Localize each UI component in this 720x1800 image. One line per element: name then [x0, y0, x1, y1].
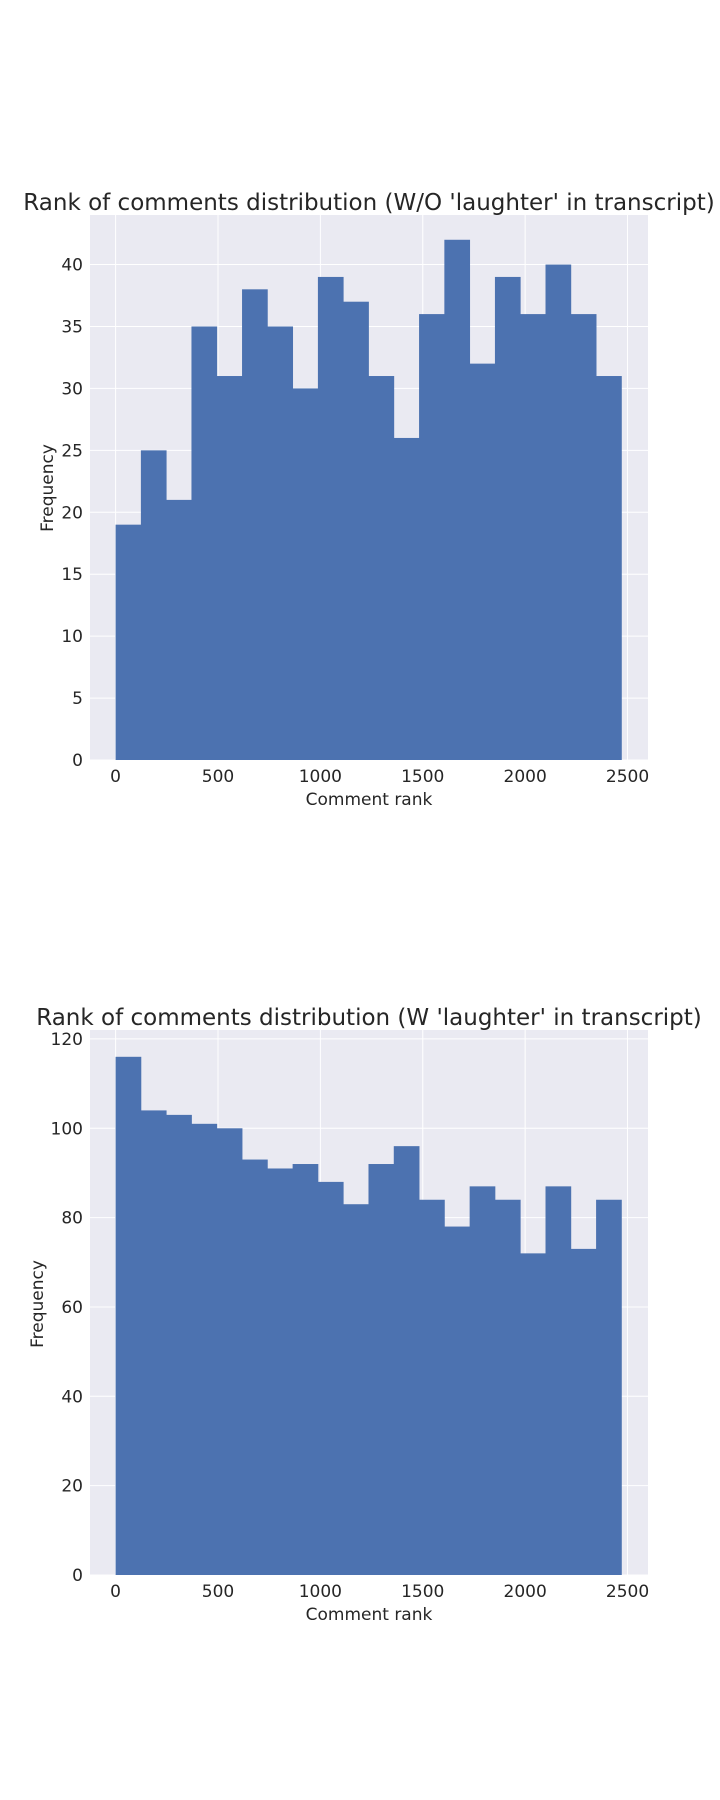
histogram-bar	[444, 239, 471, 761]
histogram-bar	[393, 1146, 420, 1575]
histogram-bar	[267, 1168, 294, 1575]
histogram-bar	[140, 450, 167, 760]
y-tick-label: 5	[72, 689, 83, 709]
x-tick-labels: 0 500 1000 1500 2000 2500	[110, 1582, 649, 1602]
histogram-bar	[494, 1199, 521, 1575]
histogram-bar	[368, 1164, 395, 1575]
histogram-bar	[368, 376, 395, 760]
y-tick-label: 10	[61, 627, 83, 647]
x-tick-label: 0	[110, 767, 121, 787]
histogram-bar	[242, 289, 268, 760]
y-tick-label: 20	[61, 503, 83, 523]
y-tick-labels: 0 20 40 60 80 100 120	[51, 1030, 83, 1586]
x-tick-label: 1000	[299, 767, 342, 787]
x-tick-label: 2000	[504, 767, 547, 787]
histogram-bar	[545, 264, 572, 760]
y-tick-label: 35	[61, 317, 83, 337]
histogram-bar	[317, 1181, 344, 1575]
x-axis-label: Comment rank	[306, 1605, 433, 1625]
y-tick-label: 40	[61, 256, 83, 276]
histogram-bar	[545, 1186, 572, 1575]
y-tick-label: 80	[61, 1209, 83, 1229]
x-tick-label: 2500	[606, 1582, 649, 1602]
histogram-bars	[115, 239, 622, 761]
histogram-bar	[494, 276, 521, 760]
histogram-bar	[469, 1186, 496, 1575]
histogram-bar	[115, 1056, 142, 1575]
y-tick-label: 40	[61, 1387, 83, 1407]
histogram-bar	[292, 1164, 319, 1575]
histogram-bar	[292, 388, 319, 760]
histogram-bar	[343, 1204, 369, 1575]
chart-title: Rank of comments distribution (W/O 'laug…	[23, 190, 714, 216]
histogram-bar	[115, 524, 142, 760]
y-tick-label: 15	[61, 565, 83, 585]
histogram-bar	[469, 363, 496, 760]
y-tick-label: 20	[61, 1477, 83, 1497]
x-tick-label: 1000	[299, 1582, 342, 1602]
x-axis-label: Comment rank	[306, 790, 433, 810]
x-tick-labels: 0 500 1000 1500 2000 2500	[110, 767, 649, 787]
histogram-bar	[267, 326, 294, 760]
histogram-bar	[393, 437, 420, 760]
y-tick-labels: 0 5 10 15 20 25 30 35 40	[61, 256, 83, 771]
x-tick-label: 500	[202, 1582, 234, 1602]
chart-top: 0 500 1000 1500 2000 2500 0 5 10 15 20 25 30 35 40 Ra…	[23, 190, 714, 810]
histogram-bar	[140, 1110, 167, 1575]
y-tick-label: 0	[72, 751, 83, 771]
histogram-bar	[216, 1128, 243, 1575]
histogram-bar	[570, 1248, 597, 1575]
x-tick-label: 2500	[606, 767, 649, 787]
histogram-bar	[242, 1159, 268, 1575]
y-tick-label: 30	[61, 379, 83, 399]
x-tick-label: 1500	[401, 767, 444, 787]
x-tick-label: 500	[202, 767, 234, 787]
chart-title: Rank of comments distribution (W 'laught…	[36, 1005, 702, 1031]
y-tick-label: 100	[51, 1119, 83, 1139]
histogram-bar	[216, 376, 243, 760]
histogram-bar	[166, 1114, 192, 1575]
histogram-bar	[570, 314, 597, 760]
histogram-bar	[596, 376, 622, 760]
y-tick-label: 120	[51, 1030, 83, 1050]
x-tick-label: 2000	[504, 1582, 547, 1602]
histogram-bar	[444, 1226, 471, 1575]
chart-bottom: 0 500 1000 1500 2000 2500 0 20 40 60 80 100 120 Ran…	[28, 1005, 702, 1625]
histogram-bar	[419, 1199, 445, 1575]
histogram-bar	[343, 301, 369, 760]
histogram-bar	[317, 276, 344, 760]
histogram-bar	[191, 326, 218, 760]
histogram-bar	[596, 1199, 622, 1575]
histogram-bar	[520, 1253, 546, 1575]
y-axis-label: Frequency	[28, 1260, 48, 1348]
histogram-bar	[520, 314, 546, 760]
histogram-bars	[115, 1056, 622, 1575]
y-tick-label: 60	[61, 1298, 83, 1318]
y-tick-label: 0	[72, 1566, 83, 1586]
x-tick-label: 0	[110, 1582, 121, 1602]
y-axis-label: Frequency	[38, 444, 58, 532]
x-tick-label: 1500	[401, 1582, 444, 1602]
histogram-bar	[166, 499, 192, 760]
histogram-bar	[419, 314, 445, 760]
y-tick-label: 25	[61, 441, 83, 461]
histogram-bar	[191, 1123, 218, 1575]
